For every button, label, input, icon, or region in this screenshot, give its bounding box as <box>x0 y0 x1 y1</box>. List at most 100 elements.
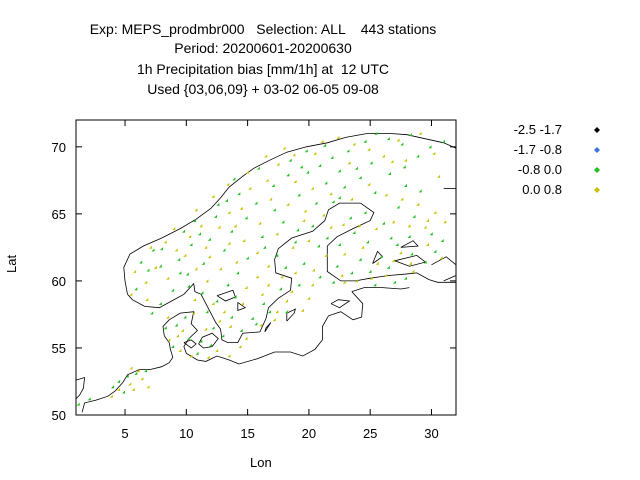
station-marker-0-121 <box>285 310 289 314</box>
station-marker-0-28 <box>346 149 350 153</box>
station-marker-1-55 <box>361 245 365 249</box>
legend-label-2: -0.8 0.0 <box>517 162 562 177</box>
station-marker-1-65 <box>312 268 316 272</box>
station-marker-0-45 <box>314 201 318 205</box>
station-marker-0-37 <box>324 181 328 185</box>
x-axis-label: Lon <box>250 455 272 470</box>
station-marker-1-63 <box>280 275 284 279</box>
station-marker-1-126 <box>226 182 230 186</box>
station-marker-0-111 <box>389 236 393 240</box>
station-marker-0-122 <box>160 247 164 251</box>
legend-marker-2 <box>594 167 600 173</box>
station-marker-1-14 <box>174 248 178 252</box>
station-marker-1-49 <box>423 225 427 229</box>
coast-segment-8 <box>286 308 297 322</box>
station-marker-0-40 <box>373 190 377 194</box>
station-marker-1-73 <box>222 310 226 314</box>
station-marker-1-92 <box>176 334 180 338</box>
legend-label-0: -2.5 -1.7 <box>513 122 562 137</box>
station-marker-1-113 <box>399 251 403 255</box>
coast-segment-7 <box>183 339 197 349</box>
station-marker-1-31 <box>418 131 422 135</box>
station-marker-0-33 <box>408 133 412 137</box>
station-marker-0-15 <box>177 257 181 261</box>
title-line-2: Period: 20200601-20200630 <box>174 40 352 56</box>
station-marker-1-41 <box>286 202 290 206</box>
station-marker-0-73 <box>386 265 390 269</box>
station-marker-1-58 <box>408 261 412 265</box>
station-marker-0-58 <box>337 243 341 247</box>
station-marker-0-129 <box>286 173 290 177</box>
station-marker-1-68 <box>384 273 388 277</box>
station-marker-1-123 <box>172 227 176 231</box>
axis-ticks: 5 10 15 20 25 30 50 55 60 65 70 <box>52 120 456 441</box>
coast-segment-11 <box>216 289 236 302</box>
station-marker-1-36 <box>367 182 371 186</box>
station-marker-1-95 <box>207 255 211 259</box>
title-line-4: Used {03,06,09} + 03-02 06-05 09-08 <box>147 81 379 97</box>
station-marker-1-2 <box>128 382 132 386</box>
station-marker-0-43 <box>418 189 422 193</box>
x-tick-label-5: 30 <box>424 426 438 441</box>
station-marker-1-35 <box>350 197 354 201</box>
coastline <box>75 133 457 413</box>
station-marker-1-102 <box>320 139 324 143</box>
station-marker-0-134 <box>187 284 191 288</box>
station-marker-1-133 <box>307 296 311 300</box>
station-marker-1-112 <box>302 218 306 222</box>
station-marker-0-107 <box>416 154 420 158</box>
coast-segment-16 <box>431 256 457 266</box>
station-marker-0-51 <box>412 214 416 218</box>
station-marker-1-30 <box>396 138 400 142</box>
station-marker-1-16 <box>194 267 198 271</box>
station-marker-1-29 <box>381 154 385 158</box>
station-marker-0-93 <box>183 315 187 319</box>
station-marker-0-126 <box>216 202 220 206</box>
plot-frame <box>75 119 457 416</box>
station-marker-0-104 <box>337 196 341 200</box>
coast-segment-12 <box>237 302 247 311</box>
station-marker-0-77 <box>226 283 230 287</box>
station-marker-0-30 <box>374 131 378 135</box>
station-marker-1-119 <box>260 292 264 296</box>
station-marker-1-62 <box>266 264 270 268</box>
station-marker-0-124 <box>178 271 182 275</box>
x-tick-label-4: 25 <box>363 426 377 441</box>
station-marker-0-16 <box>185 272 189 276</box>
station-marker-0-69 <box>318 275 322 279</box>
station-marker-0-47 <box>348 216 352 220</box>
station-marker-1-53 <box>324 253 328 257</box>
station-marker-1-48 <box>407 224 411 228</box>
station-marker-1-91 <box>167 338 171 342</box>
station-marker-1-85 <box>178 349 182 353</box>
station-marker-0-39 <box>358 176 362 180</box>
station-marker-0-75 <box>245 256 249 260</box>
station-marker-0-48 <box>363 210 367 214</box>
station-marker-0-41 <box>388 172 392 176</box>
station-marker-1-3 <box>131 387 135 391</box>
station-marker-1-106 <box>432 151 436 155</box>
station-marker-1-98 <box>227 241 231 245</box>
station-marker-0-53 <box>440 239 444 243</box>
station-marker-1-38 <box>400 197 404 201</box>
station-marker-1-32 <box>293 180 297 184</box>
station-marker-1-121 <box>149 245 153 249</box>
station-marker-0-44 <box>297 193 301 197</box>
station-marker-1-5 <box>146 385 150 389</box>
coast-segment-5 <box>168 291 364 365</box>
station-marker-0-17 <box>189 243 193 247</box>
station-marker-0-32 <box>400 142 404 146</box>
station-marker-0-19 <box>214 214 218 218</box>
station-marker-1-23 <box>276 162 280 166</box>
station-marker-0-36 <box>305 170 309 174</box>
station-marker-0-88 <box>174 323 178 327</box>
station-marker-0-65 <box>263 245 267 249</box>
station-marker-0-49 <box>381 221 385 225</box>
coast-segment-2 <box>326 202 456 283</box>
station-marker-1-76 <box>228 324 232 328</box>
station-marker-1-80 <box>266 283 270 287</box>
station-marker-1-12 <box>153 265 157 269</box>
station-marker-0-60 <box>366 240 370 244</box>
station-marker-0-97 <box>207 237 211 241</box>
station-marker-0-13 <box>158 264 162 268</box>
